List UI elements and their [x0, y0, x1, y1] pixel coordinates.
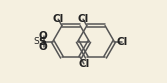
- Text: S: S: [33, 37, 39, 46]
- Text: O: O: [38, 31, 47, 41]
- Text: S: S: [38, 37, 46, 46]
- Text: Cl: Cl: [53, 14, 64, 24]
- Text: Cl: Cl: [77, 14, 89, 24]
- Text: O: O: [38, 42, 47, 52]
- Text: Cl: Cl: [116, 37, 127, 46]
- Text: Cl: Cl: [78, 59, 90, 69]
